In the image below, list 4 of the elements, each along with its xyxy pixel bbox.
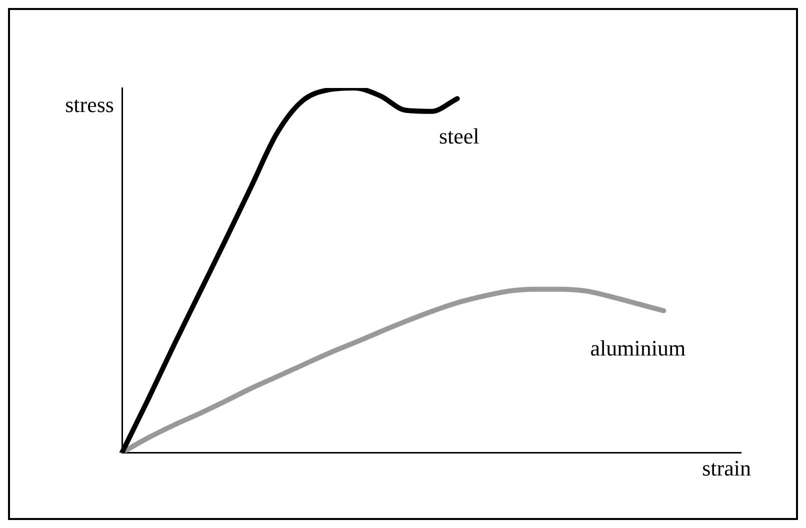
x-axis-title: strain [702, 455, 751, 480]
series-label: steel [438, 123, 480, 148]
y-axis-title: stress [65, 92, 114, 117]
series-label: aluminium [590, 336, 686, 361]
